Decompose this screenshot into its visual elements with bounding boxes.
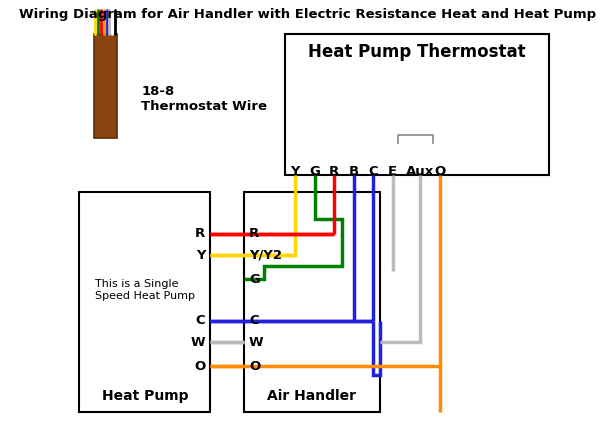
Text: R: R [249,227,259,240]
Text: Air Handler: Air Handler [267,389,356,403]
Text: Wiring Diagram for Air Handler with Electric Resistance Heat and Heat Pump: Wiring Diagram for Air Handler with Elec… [20,8,596,21]
Text: Y: Y [290,165,300,178]
Text: O: O [435,165,446,178]
Text: R: R [195,227,205,240]
Bar [285,34,549,175]
Text: 18-8
Thermostat Wire: 18-8 Thermostat Wire [141,85,267,113]
Text: Heat Pump: Heat Pump [102,389,188,403]
Text: R: R [329,165,339,178]
Text: C: C [249,314,259,327]
Bar [244,192,380,412]
Text: Y: Y [196,249,205,262]
Text: This is a Single
Speed Heat Pump: This is a Single Speed Heat Pump [95,279,195,301]
Text: B: B [349,165,359,178]
Text: O: O [194,360,205,373]
Text: W: W [191,336,205,349]
Text: G: G [309,165,320,178]
Text: Heat Pump Thermostat: Heat Pump Thermostat [308,43,526,61]
Text: Aux: Aux [406,165,434,178]
Text: W: W [249,336,264,349]
Text: C: C [368,165,378,178]
Bar [94,34,116,138]
Text: C: C [196,314,205,327]
Text: Y/Y2: Y/Y2 [249,249,282,262]
Text: E: E [388,165,397,178]
Bar [79,192,211,412]
Text: G: G [249,273,260,286]
Text: O: O [249,360,260,373]
